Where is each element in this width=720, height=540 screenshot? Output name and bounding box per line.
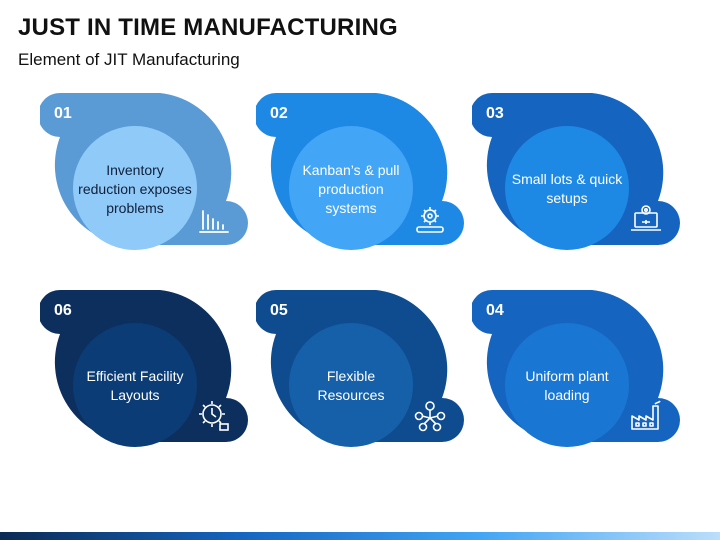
element-card-03: 03 Small lots & quick setups	[472, 93, 680, 253]
element-card-06: 06 Efficient Facility Layouts	[40, 290, 248, 450]
card-shape	[40, 93, 248, 250]
card-text: Efficient Facility Layouts	[86, 368, 184, 403]
card-text: Small lots & quick setups	[511, 171, 623, 206]
element-card-01: 01 Inventory reduction exposes problems	[40, 93, 248, 253]
element-card-05: 05 Flexible Resources	[256, 290, 464, 450]
card-text: Kanban’s & pull production systems	[302, 161, 400, 216]
card-number: 02	[270, 105, 288, 122]
bottom-gradient-bar	[0, 532, 720, 540]
card-shape	[40, 290, 248, 447]
factory-icon	[631, 400, 661, 430]
page-title: JUST IN TIME MANUFACTURING	[18, 14, 398, 41]
element-card-02: 02 Kanban’s & pull production systems	[256, 93, 464, 253]
card-text: Inventory reduction exposes problems	[78, 161, 192, 216]
gear-clock-icon	[199, 401, 229, 431]
card-shape	[472, 93, 680, 250]
card-text: Uniform plant loading	[525, 368, 609, 403]
card-number: 01	[54, 105, 72, 122]
element-card-04: 04 Uniform plant loading	[472, 290, 680, 450]
card-text: Flexible Resources	[317, 368, 385, 403]
card-number: 03	[486, 105, 504, 122]
gear-conveyor-icon	[416, 207, 444, 233]
people-network-icon	[414, 401, 446, 432]
card-number: 05	[270, 302, 288, 319]
card-number: 04	[486, 302, 504, 319]
card-shape	[472, 290, 680, 447]
page-subtitle: Element of JIT Manufacturing	[18, 50, 240, 69]
card-shape	[256, 290, 464, 447]
bar-chart-icon	[199, 210, 229, 233]
laptop-gear-icon	[631, 205, 661, 231]
card-shape	[256, 93, 464, 250]
card-number: 06	[54, 302, 72, 319]
